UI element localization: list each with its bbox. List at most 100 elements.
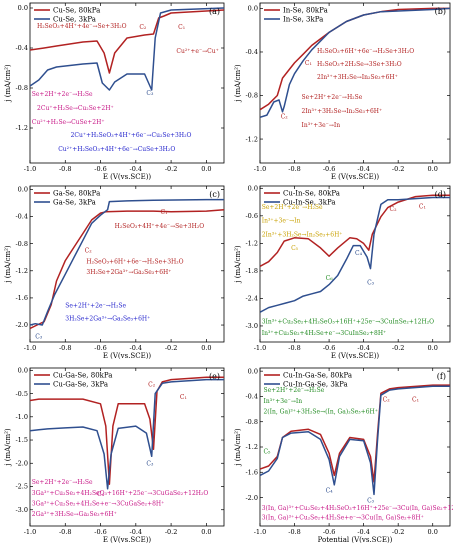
x-tick-label: 0.0 — [201, 528, 211, 536]
panel-d: -1.0 -0.8 -0.6 -0.4 -0.2 0.0 0.0 -0.6 -1.2 -1.8 -2… — [234, 184, 451, 360]
y-axis-label: j (mA/cm²) — [234, 428, 242, 467]
y-axis-label: j (mA/cm²) — [234, 64, 242, 103]
y-tick-label: -0.8 — [15, 240, 28, 248]
y-tick-label: -0.8 — [15, 84, 28, 92]
annotation: C₃ — [35, 334, 43, 341]
x-tick-label: -0.6 — [323, 344, 336, 352]
y-tick-label: -1.6 — [15, 294, 28, 302]
annotation: C₃ — [367, 498, 375, 505]
legend-label: Cu-Ga-Se, 80kPa — [53, 372, 112, 380]
annotation: C₄ — [326, 488, 334, 495]
x-tick-label: 0.0 — [428, 344, 438, 352]
x-tick-label: 0.0 — [428, 528, 438, 536]
series-line-1 — [260, 7, 450, 111]
annotation: 3In³⁺+Cu₂Se₂+4H₂SeO₃+16H⁺+25e⁻→3CuInSe₂+… — [262, 319, 434, 326]
annotation: 3(In, Ga)³⁺+Cu₂Se₂+4H₂Se+e⁻→3Cu(In, Ga)S… — [262, 515, 424, 522]
y-tick-label: -1.2 — [245, 443, 258, 451]
x-axis-label: E (V(vs.SCE)) — [331, 173, 380, 181]
series-line-2 — [260, 196, 450, 313]
legend-label: Ga-Se, 3kPa — [53, 199, 96, 207]
x-tick-label: -0.2 — [392, 344, 405, 352]
annotation: In³⁺+3e⁻→In — [301, 122, 340, 129]
y-tick-label: -1.0 — [15, 413, 28, 421]
annotation: C₁ — [178, 24, 185, 31]
legend-label: Cu-Se, 3kPa — [53, 16, 96, 24]
annotation: Cu²⁺+e⁻→Cu⁺ — [176, 48, 218, 55]
y-tick-label: -1.2 — [245, 135, 258, 143]
y-tick-label: -0.4 — [15, 44, 28, 52]
y-tick-label: 0.0 — [18, 186, 28, 194]
x-tick-label: -0.8 — [59, 165, 72, 173]
annotation: 3Ga³⁺+Cu₂Se₂+4H₂Se+e⁻→3CuGaSe₂+8H⁺ — [32, 501, 165, 508]
annotation: Se+2H⁺+2e⁻→H₂Se — [32, 91, 93, 98]
x-tick-label: -0.4 — [130, 165, 143, 173]
annotation: H₂SeO₃+6H⁺+6e⁻→H₂Se+3H₂O — [86, 258, 183, 265]
series-line-2 — [30, 378, 224, 490]
panel-b: -1.0 -0.8 -0.6 -0.4 -0.2 0.0 0.0 -0.4 -0.8 -1.2 E … — [234, 2, 451, 181]
x-tick-label: -0.4 — [130, 344, 143, 352]
y-tick-label: -0.4 — [15, 213, 28, 221]
annotation: In³⁺+Cu₂Se₂+4H₂Se+e⁻→3CuInSe₂+8H⁺ — [262, 330, 387, 337]
annotation: 2(In, Ga)³⁺+3H₂Se→(In, Ga)₂Se₃+6H⁺ — [263, 409, 377, 416]
annotation: 2In³⁺+3H₂Se→In₂Se₃+6H⁺ — [301, 108, 382, 115]
panel-label: (a) — [209, 7, 220, 16]
annotation: Se+2H⁺+2e⁻→H₂Se — [32, 479, 93, 486]
y-tick-label: -0.4 — [245, 48, 258, 56]
x-axis-label: E (V(vs.SCE)) — [103, 352, 152, 360]
annotation: 3(In, Ga)³⁺+Cu₂Se₂+4H₂SeO₃+16H⁺+25e⁻→3Cu… — [262, 505, 453, 512]
series-group — [260, 384, 450, 496]
y-tick-label: -1.6 — [245, 468, 258, 476]
y-tick-label: -1.2 — [245, 240, 258, 248]
x-tick-label: -0.4 — [357, 165, 370, 173]
x-tick-label: -1.0 — [24, 528, 37, 536]
annotation: C₃ — [146, 90, 154, 97]
annotation: 2Cu⁺+H₂SeO₃+4H⁺+6e⁻→Cu₂Se+3H₂O — [71, 132, 192, 139]
x-tick-label: -0.6 — [94, 165, 107, 173]
x-tick-label: -0.4 — [357, 528, 370, 536]
annotation: C₂ — [390, 206, 398, 213]
x-tick-label: -1.0 — [24, 165, 37, 173]
panel-a: -1.0 -0.8 -0.6 -0.4 -0.2 0.0 0.0 -0.4 -0.8 -1.2 E … — [4, 2, 225, 181]
y-tick-label: -1.8 — [245, 267, 258, 275]
x-tick-label: -1.0 — [254, 528, 267, 536]
plot-frame — [29, 367, 225, 527]
annotation: H₂SeO₃+2H₂Se→3Se+3H₂O — [317, 61, 402, 68]
annotation: Se+2H⁺+2e⁻→H₂Se — [301, 94, 362, 101]
plot-frame — [259, 367, 451, 527]
annotation: C₂ — [383, 396, 391, 403]
annotation: C₂ — [281, 113, 289, 120]
series-line-2 — [260, 385, 450, 496]
series-line-1 — [260, 194, 450, 267]
panel-label: (e) — [209, 372, 220, 381]
annotation: C₅ — [263, 448, 271, 455]
y-tick-label: -3.0 — [15, 506, 28, 514]
annotation: C₂ — [85, 247, 93, 254]
x-tick-label: -0.4 — [357, 344, 370, 352]
annotation: C₄ — [97, 491, 105, 498]
x-tick-label: -0.8 — [59, 344, 72, 352]
legend-label: Cu-Se, 80kPa — [53, 7, 100, 15]
annotation: C₄ — [355, 250, 363, 257]
y-axis-label: j (mA/cm²) — [234, 245, 242, 284]
y-tick-label: -2.4 — [245, 295, 258, 303]
annotation: In³⁺+3e⁻→In — [262, 218, 301, 225]
y-tick-label: -0.8 — [245, 92, 258, 100]
x-axis-label: E (V(vs.SCE)) — [331, 352, 380, 360]
x-tick-label: -0.6 — [94, 528, 107, 536]
y-tick-label: 0.0 — [18, 4, 28, 12]
y-axis-label: j (mA/cm²) — [4, 245, 12, 284]
legend-label: Ga-Se, 80kPa — [53, 190, 100, 198]
y-tick-label: -0.6 — [245, 212, 258, 220]
annotation: 3H₂Se+2Ga³⁺→Ga₂Se₃+6H⁺ — [86, 269, 171, 276]
y-tick-label: -2.0 — [245, 494, 258, 502]
series-group — [30, 376, 224, 490]
x-tick-label: 0.0 — [428, 165, 438, 173]
y-axis-label: j (mA/cm²) — [4, 64, 12, 103]
y-tick-label: -2.0 — [15, 459, 28, 467]
legend-label: Cu-In-Se, 3kPa — [283, 199, 336, 207]
x-axis-label: Potential (V(vs.SCE)) — [318, 536, 393, 544]
x-tick-label: -0.8 — [288, 165, 301, 173]
annotation: H₂SeO₃+4H⁺+4e⁻→Se+3H₂O — [115, 223, 205, 230]
x-tick-label: -0.2 — [165, 528, 178, 536]
annotation: H₂SeO₃+6H⁺+6e⁻→H₂Se+3H₂O — [317, 48, 414, 55]
